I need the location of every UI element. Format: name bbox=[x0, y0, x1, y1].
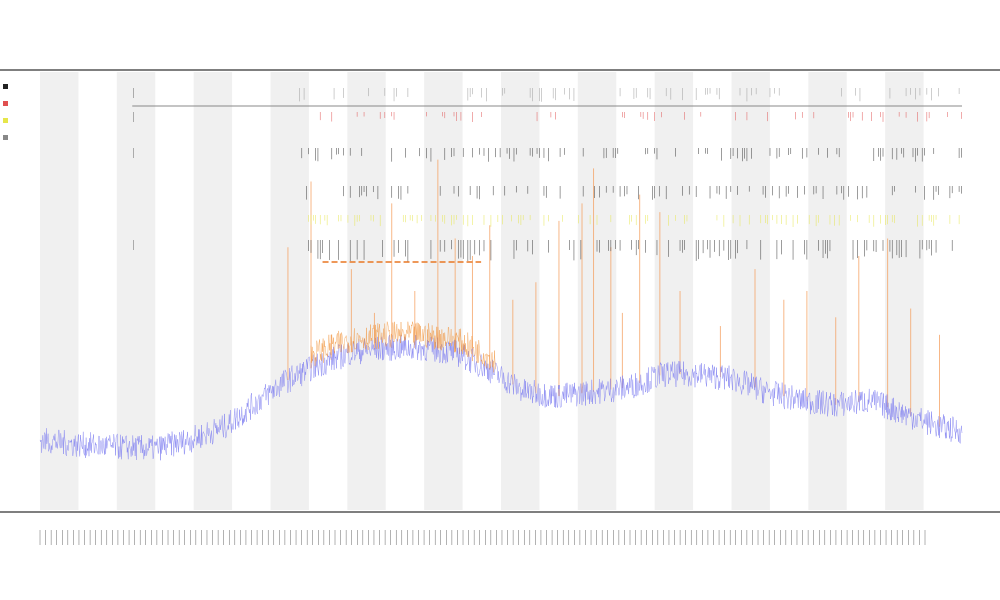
legend-swatch bbox=[3, 84, 8, 89]
shaded-band bbox=[116, 72, 156, 510]
shaded-band bbox=[654, 72, 694, 510]
shaded-band bbox=[885, 72, 924, 510]
shaded-band bbox=[193, 72, 233, 510]
shaded-band bbox=[347, 72, 386, 510]
shaded-band bbox=[270, 72, 309, 510]
shaded-band bbox=[577, 72, 617, 510]
series-main-line bbox=[39, 334, 963, 461]
legend-swatch bbox=[3, 135, 8, 140]
series-overlay-line bbox=[310, 321, 496, 373]
shaded-band bbox=[731, 72, 770, 510]
legend-swatch bbox=[3, 101, 8, 106]
shaded-band bbox=[808, 72, 847, 510]
legend-swatch bbox=[3, 118, 8, 123]
shaded-band bbox=[424, 72, 463, 510]
shaded-band bbox=[501, 72, 540, 510]
